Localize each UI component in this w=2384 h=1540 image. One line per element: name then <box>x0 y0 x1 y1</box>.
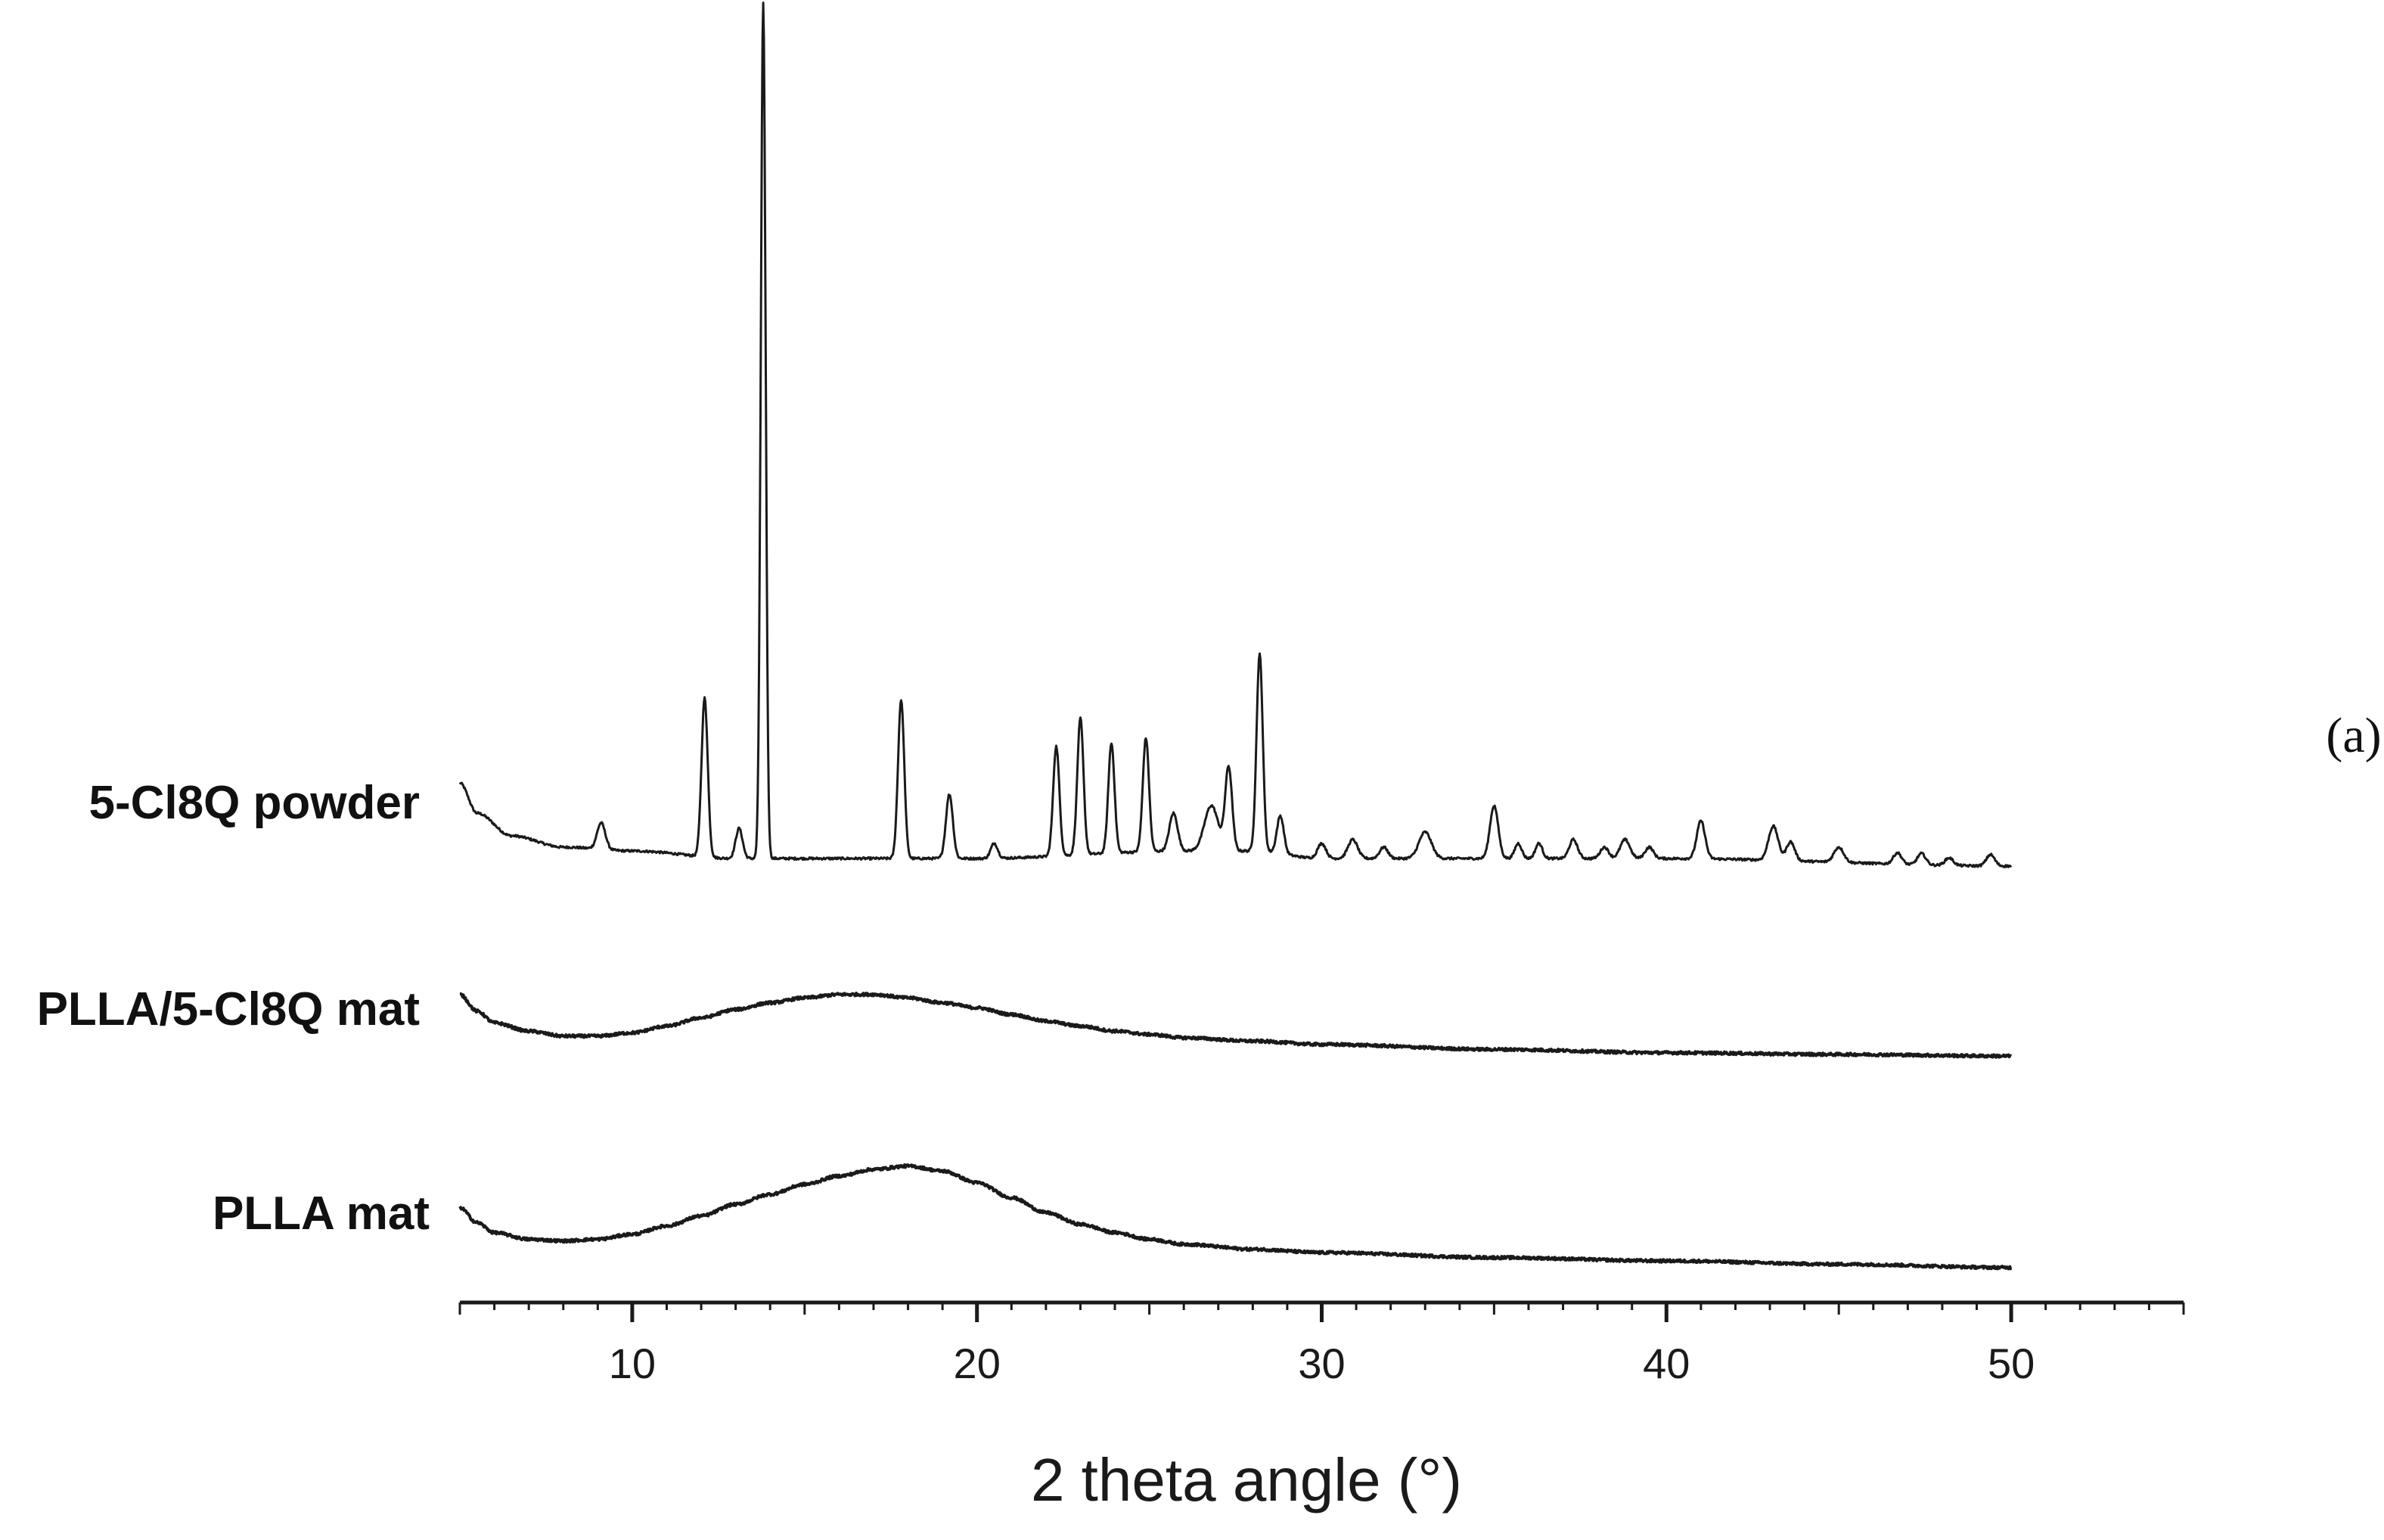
x-tick-label: 30 <box>1298 1340 1345 1387</box>
series-line-1 <box>458 992 2013 1059</box>
x-axis: 10 20 30 40 50 2 theta angle (°) <box>458 1300 2185 1514</box>
series-label-plla-mat: PLLA mat <box>213 1188 430 1240</box>
x-tick-label: 20 <box>954 1340 1001 1387</box>
series-line-0 <box>458 2 2013 868</box>
series-label-composite-mat: PLLA/5-Cl8Q mat <box>37 983 420 1035</box>
series-label-powder: 5-Cl8Q powder <box>88 777 420 829</box>
x-tick-label: 10 <box>609 1340 656 1387</box>
plot-area <box>458 2 2013 1271</box>
x-axis-title: 2 theta angle (°) <box>1031 1446 1462 1514</box>
x-tick-label: 50 <box>1988 1340 2035 1387</box>
x-ticks: 10 20 30 40 50 <box>458 1302 2185 1387</box>
series-labels: 5-Cl8Q powder PLLA/5-Cl8Q mat PLLA mat <box>37 777 430 1240</box>
panel-label: (a) <box>2326 708 2381 763</box>
x-tick-label: 40 <box>1643 1340 1690 1387</box>
series-line-2 <box>458 1163 2013 1271</box>
